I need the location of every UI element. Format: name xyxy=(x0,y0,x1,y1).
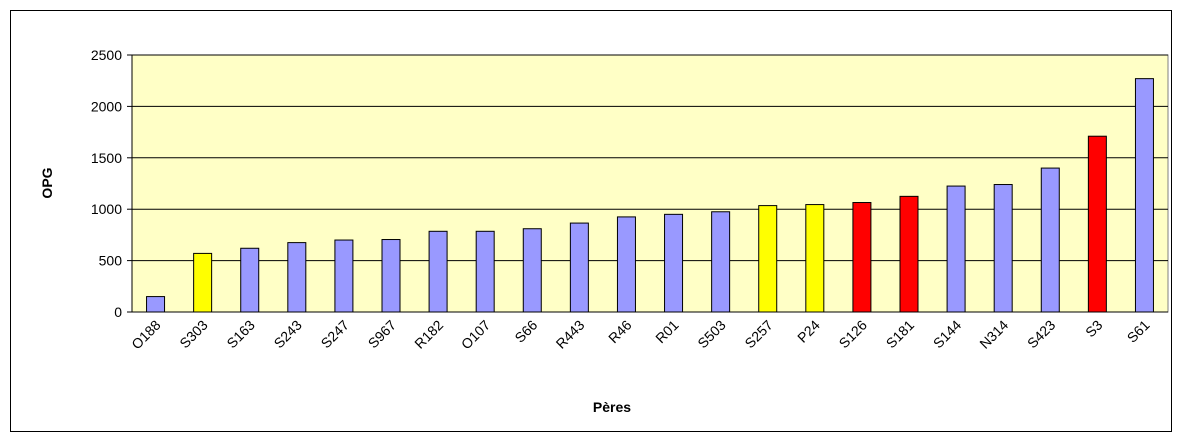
bar xyxy=(711,211,731,313)
bar xyxy=(522,228,542,313)
bar xyxy=(381,239,401,313)
y-tick-label: 2500 xyxy=(91,47,122,63)
y-tick-label: 1500 xyxy=(91,150,122,166)
bar xyxy=(664,213,684,313)
bar xyxy=(1087,135,1107,313)
bar xyxy=(1134,78,1154,313)
bar xyxy=(146,296,166,313)
x-axis-title: Pères xyxy=(593,399,631,415)
bar xyxy=(852,202,872,313)
bar xyxy=(287,242,307,313)
bar xyxy=(616,216,636,313)
y-tick-label: 0 xyxy=(114,304,122,320)
y-tick-label: 2000 xyxy=(91,98,122,114)
bar xyxy=(193,252,213,313)
bar xyxy=(899,195,919,313)
bar xyxy=(1040,167,1060,313)
bar xyxy=(993,184,1013,313)
bar xyxy=(946,185,966,313)
bar xyxy=(428,230,448,313)
bar xyxy=(758,205,778,313)
y-axis-title: OPG xyxy=(39,167,55,198)
bar xyxy=(475,230,495,313)
bar xyxy=(569,222,589,313)
bar xyxy=(334,239,354,313)
y-tick-label: 1000 xyxy=(91,201,122,217)
y-tick-label: 500 xyxy=(99,253,123,269)
bar xyxy=(805,204,825,313)
bar xyxy=(240,247,260,313)
